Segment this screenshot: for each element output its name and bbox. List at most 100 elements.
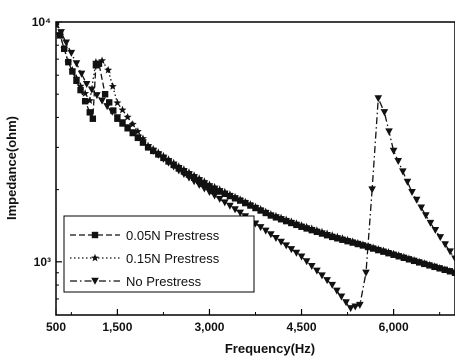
data-point xyxy=(394,158,403,166)
data-point xyxy=(106,99,113,106)
data-point xyxy=(399,252,408,261)
data-point xyxy=(364,241,373,250)
data-point xyxy=(81,98,89,105)
series-2 xyxy=(56,22,455,313)
data-point xyxy=(89,115,97,122)
data-point xyxy=(342,299,350,307)
data-point xyxy=(426,219,435,227)
data-point xyxy=(205,180,214,188)
x-tick-label: 500 xyxy=(46,320,66,334)
data-point xyxy=(174,162,183,170)
data-point xyxy=(338,234,347,242)
data-point xyxy=(374,95,383,103)
data-point xyxy=(358,240,367,248)
data-point xyxy=(436,234,445,242)
data-point xyxy=(307,224,316,233)
data-point xyxy=(297,253,306,261)
data-point xyxy=(246,200,255,208)
data-point xyxy=(422,212,430,220)
data-point xyxy=(159,155,168,163)
data-point xyxy=(323,277,331,285)
x-tick-label: 4,500 xyxy=(287,320,317,334)
y-tick-label: 10³ xyxy=(34,255,51,269)
data-point xyxy=(384,248,393,256)
data-point xyxy=(425,260,434,269)
data-point xyxy=(169,163,178,171)
data-point xyxy=(272,234,280,242)
data-point xyxy=(346,305,355,313)
x-tick-label: 6,000 xyxy=(379,320,409,334)
data-point xyxy=(271,211,280,220)
data-point xyxy=(190,178,198,186)
data-point xyxy=(118,105,127,114)
data-point xyxy=(380,109,389,117)
legend-sample-marker xyxy=(91,277,99,285)
data-point xyxy=(221,199,229,207)
data-point xyxy=(318,227,326,236)
data-point xyxy=(312,226,321,234)
data-point xyxy=(164,159,173,167)
data-point xyxy=(185,174,193,182)
data-point xyxy=(201,180,208,188)
data-point xyxy=(261,227,270,235)
data-point xyxy=(221,190,229,198)
data-point xyxy=(225,190,234,198)
data-point xyxy=(215,195,224,203)
y-axis-label: Impedance(ohm) xyxy=(4,116,19,220)
data-point xyxy=(95,60,103,67)
data-point xyxy=(144,144,152,152)
data-point xyxy=(62,39,71,47)
data-point xyxy=(88,86,96,94)
data-point xyxy=(85,96,94,105)
data-point xyxy=(412,196,421,204)
data-point xyxy=(431,227,440,235)
data-point xyxy=(307,262,316,270)
data-point xyxy=(76,81,85,90)
data-point xyxy=(133,127,142,135)
data-point xyxy=(261,207,270,216)
data-point xyxy=(86,109,93,116)
data-point xyxy=(318,272,326,280)
data-point xyxy=(211,186,218,193)
data-point xyxy=(72,60,81,68)
data-point xyxy=(82,81,91,89)
data-point xyxy=(389,147,398,155)
data-point xyxy=(200,185,209,193)
data-point xyxy=(282,242,290,250)
data-point xyxy=(101,90,109,98)
data-point xyxy=(369,243,378,252)
data-point xyxy=(77,70,86,78)
data-point xyxy=(196,177,203,185)
data-point xyxy=(241,197,250,206)
data-point xyxy=(118,119,127,127)
data-point xyxy=(333,287,341,295)
data-point xyxy=(128,120,137,128)
series-1 xyxy=(56,22,455,277)
data-point xyxy=(236,209,244,217)
legend-entry-1: 0.15N Prestress xyxy=(126,251,220,266)
data-point xyxy=(328,231,337,239)
data-point xyxy=(362,269,370,277)
data-point xyxy=(420,259,429,267)
data-point xyxy=(408,189,416,197)
x-tick-label: 1,500 xyxy=(102,320,132,334)
data-point xyxy=(368,186,376,194)
data-point xyxy=(446,248,454,256)
data-point xyxy=(56,22,59,26)
data-point xyxy=(337,293,346,301)
data-point xyxy=(139,139,147,147)
data-point xyxy=(323,229,332,238)
data-point xyxy=(93,92,101,100)
data-point xyxy=(134,134,142,142)
data-point xyxy=(236,195,245,203)
legend-sample-marker xyxy=(91,231,99,239)
data-point xyxy=(394,251,403,259)
data-point xyxy=(282,215,291,224)
data-point xyxy=(302,222,311,231)
data-point xyxy=(302,258,311,266)
data-point xyxy=(277,213,286,222)
data-point xyxy=(297,221,306,229)
data-point xyxy=(445,267,454,275)
data-point xyxy=(56,31,65,39)
